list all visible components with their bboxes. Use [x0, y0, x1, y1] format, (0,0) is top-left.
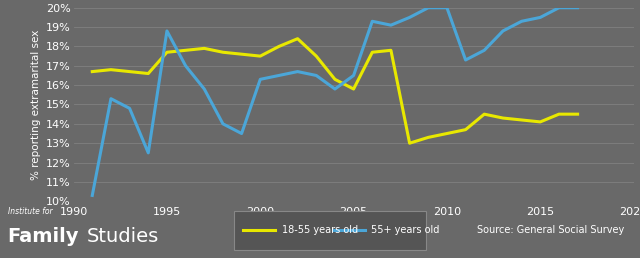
Text: 55+ years old: 55+ years old: [371, 225, 440, 235]
Text: Source: General Social Survey: Source: General Social Survey: [477, 225, 624, 235]
Text: Studies: Studies: [86, 228, 159, 246]
Y-axis label: % reporting extramarital sex: % reporting extramarital sex: [31, 29, 40, 180]
FancyBboxPatch shape: [234, 211, 426, 250]
Text: 18-55 years old: 18-55 years old: [282, 225, 358, 235]
Text: Family: Family: [8, 228, 79, 246]
Text: Institute for: Institute for: [8, 207, 52, 216]
